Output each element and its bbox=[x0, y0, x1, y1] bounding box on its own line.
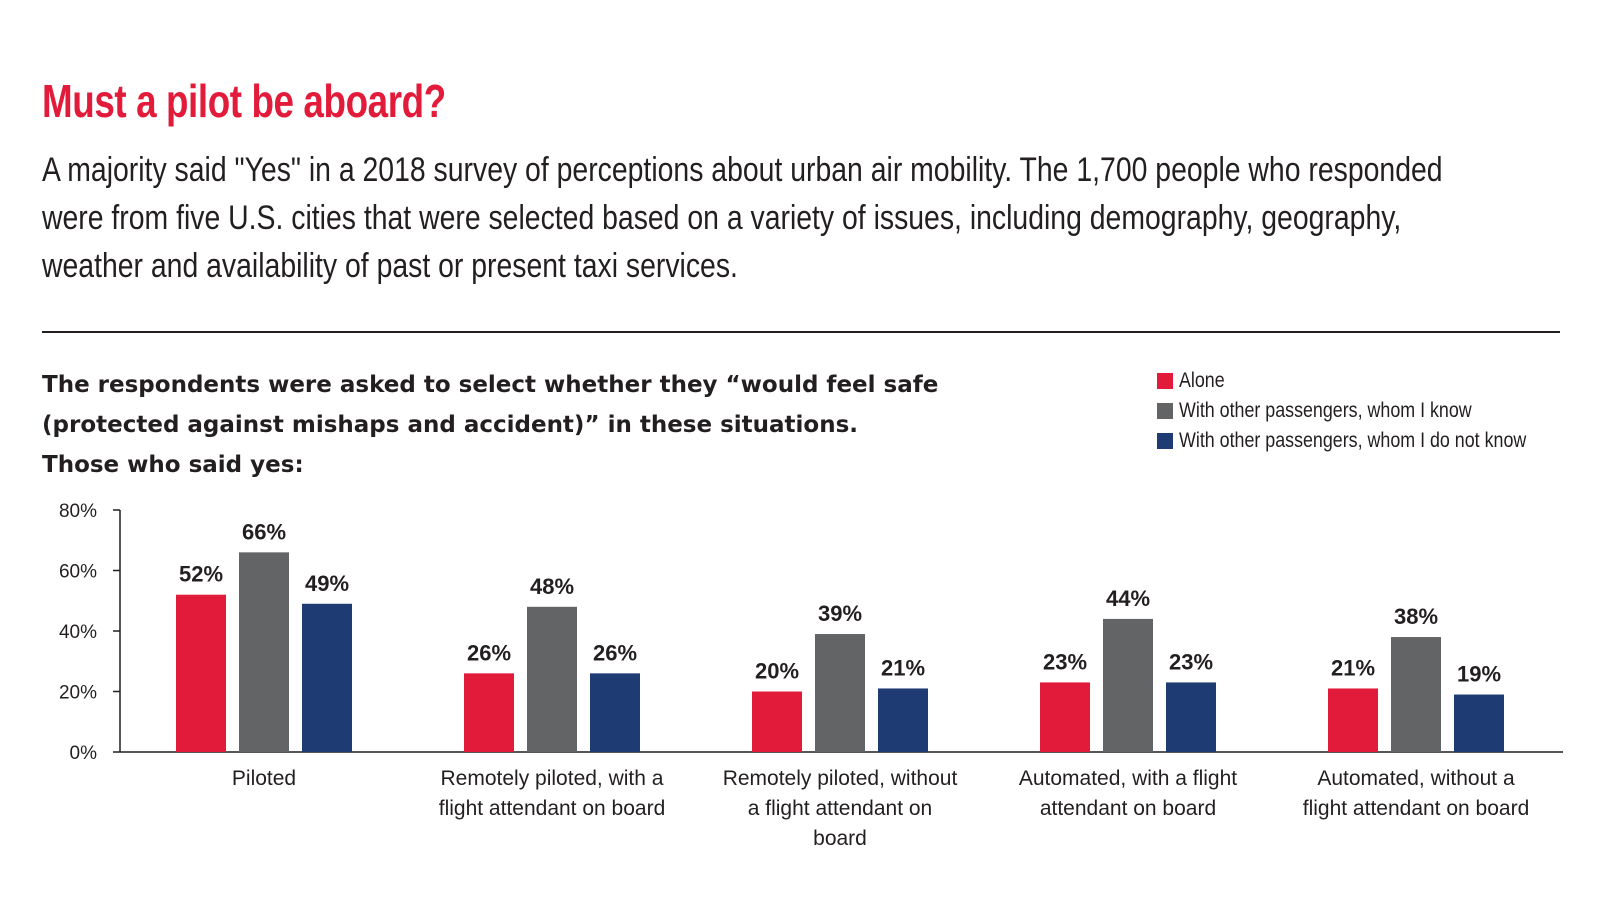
bar-value-label: 39% bbox=[818, 601, 862, 626]
bar-value-label: 52% bbox=[179, 562, 223, 587]
legend-swatch-known bbox=[1157, 403, 1173, 419]
survey-question: The respondents were asked to select whe… bbox=[42, 372, 939, 478]
legend-label-known: With other passengers, whom I know bbox=[1179, 399, 1472, 422]
bar bbox=[815, 634, 865, 752]
bar bbox=[302, 603, 352, 752]
legend-item-unknown: With other passengers, whom I do not kno… bbox=[1157, 426, 1588, 456]
y-tick-label: 20% bbox=[59, 683, 97, 704]
bar bbox=[590, 673, 640, 752]
bar-value-label: 20% bbox=[755, 659, 799, 684]
category-label: board bbox=[813, 827, 867, 850]
legend-item-alone: Alone bbox=[1157, 366, 1588, 396]
category-label: a flight attendant on bbox=[748, 797, 932, 820]
legend-swatch-unknown bbox=[1157, 433, 1173, 449]
y-tick-label: 0% bbox=[70, 743, 98, 764]
bar-value-label: 38% bbox=[1394, 604, 1438, 629]
bar-value-label: 23% bbox=[1169, 649, 1213, 674]
bar-value-label: 26% bbox=[593, 640, 637, 665]
bar-value-label: 21% bbox=[881, 655, 925, 680]
bar-value-label: 21% bbox=[1331, 655, 1375, 680]
legend-label-alone: Alone bbox=[1179, 369, 1225, 392]
bar bbox=[1040, 682, 1090, 752]
chart-title: Must a pilot be aboard? bbox=[42, 75, 446, 127]
category-label: attendant on board bbox=[1040, 797, 1216, 820]
category-label: Remotely piloted, without bbox=[723, 767, 958, 790]
bar bbox=[239, 552, 289, 752]
bar-value-label: 49% bbox=[305, 571, 349, 596]
y-tick-label: 80% bbox=[59, 501, 97, 522]
bar bbox=[752, 691, 802, 752]
category-label: Remotely piloted, with a bbox=[441, 767, 664, 790]
bar-value-label: 26% bbox=[467, 640, 511, 665]
bar bbox=[1391, 637, 1441, 752]
legend-label-unknown: With other passengers, whom I do not kno… bbox=[1179, 429, 1527, 452]
category-label: Automated, without a bbox=[1317, 767, 1515, 790]
bar bbox=[464, 673, 514, 752]
bar-value-label: 48% bbox=[530, 574, 574, 599]
bar-value-label: 19% bbox=[1457, 662, 1501, 687]
legend-item-known: With other passengers, whom I know bbox=[1157, 396, 1588, 426]
bar bbox=[176, 594, 226, 752]
y-tick-label: 60% bbox=[59, 562, 97, 583]
divider bbox=[42, 331, 1560, 333]
bar-value-label: 44% bbox=[1106, 586, 1150, 611]
bar bbox=[1103, 618, 1153, 752]
y-tick-label: 40% bbox=[59, 622, 97, 643]
bar-value-label: 23% bbox=[1043, 649, 1087, 674]
category-label: Piloted bbox=[232, 767, 296, 790]
category-label: flight attendant on board bbox=[1303, 797, 1530, 820]
chart-subtitle: A majority said "Yes" in a 2018 survey o… bbox=[42, 151, 1443, 285]
bar bbox=[527, 606, 577, 752]
bar-value-label: 66% bbox=[242, 519, 286, 544]
bar bbox=[1328, 688, 1378, 752]
legend: Alone With other passengers, whom I know… bbox=[1157, 366, 1588, 456]
bar bbox=[878, 688, 928, 752]
legend-swatch-alone bbox=[1157, 373, 1173, 389]
bar bbox=[1454, 694, 1504, 752]
bar bbox=[1166, 682, 1216, 752]
category-label: flight attendant on board bbox=[439, 797, 666, 820]
category-label: Automated, with a flight bbox=[1019, 767, 1237, 790]
